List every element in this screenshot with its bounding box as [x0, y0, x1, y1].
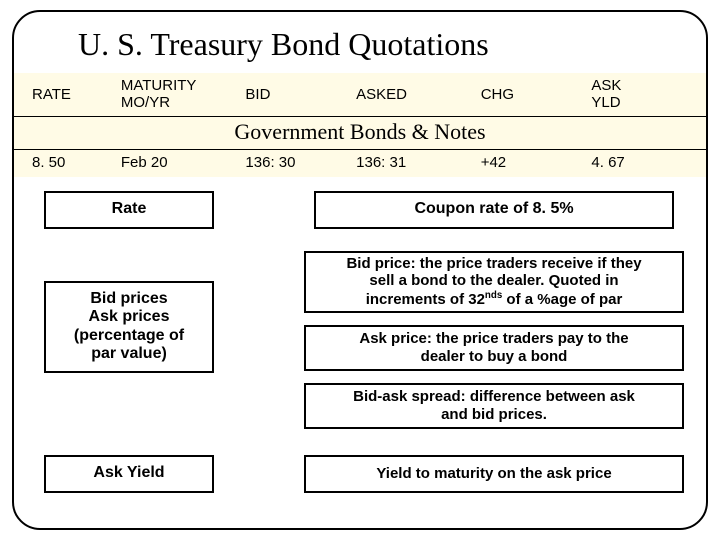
cell-asked: 136: 31	[346, 149, 471, 177]
cell-chg: +42	[471, 149, 582, 177]
yield-desc-box: Yield to maturity on the ask price	[304, 455, 684, 493]
rate-label-box: Rate	[44, 191, 214, 229]
bid-desc-box: Bid price: the price traders receive if …	[304, 251, 684, 313]
cell-yld: 4. 67	[581, 149, 706, 177]
cell-maturity: Feb 20	[111, 149, 236, 177]
cell-rate: 8. 50	[14, 149, 111, 177]
col-asked: ASKED	[346, 73, 471, 116]
callouts-area: Rate Coupon rate of 8. 5% Bid prices Ask…	[14, 177, 706, 527]
ask-l2b: dealer to buy a bond	[421, 348, 568, 365]
bid-l2: sell a bond to the dealer. Quoted in	[369, 272, 618, 289]
section-title: Government Bonds & Notes	[14, 116, 706, 149]
slide-frame: U. S. Treasury Bond Quotations RATE MATU…	[12, 10, 708, 530]
bid-l3: increments of 32nds of a %age of par	[366, 290, 623, 308]
col-maturity: MATURITY MO/YR	[111, 73, 236, 116]
spread-desc-box: Bid-ask spread: difference between ask a…	[304, 383, 684, 429]
prices-label-box: Bid prices Ask prices (percentage of par…	[44, 281, 214, 373]
ask-desc-box: Ask price: the price traders pay to the …	[304, 325, 684, 371]
rate-desc-box: Coupon rate of 8. 5%	[314, 191, 674, 229]
ask-l1b: Ask price: the price traders pay to the	[359, 330, 628, 347]
col-ask-yld: ASK YLD	[581, 73, 706, 116]
data-row: 8. 50 Feb 20 136: 30 136: 31 +42 4. 67	[14, 149, 706, 177]
bid-l3b: nds	[485, 290, 502, 301]
bid-l1: Bid price: the price traders receive if …	[346, 255, 641, 272]
maturity-l1: MATURITY	[121, 77, 197, 94]
maturity-l2: MO/YR	[121, 94, 170, 111]
cell-bid: 136: 30	[235, 149, 346, 177]
ask-l1: ASK	[591, 77, 621, 94]
ask-l2: YLD	[591, 94, 620, 111]
col-chg: CHG	[471, 73, 582, 116]
prices-l1: Bid prices	[90, 290, 167, 308]
section-row: Government Bonds & Notes	[14, 116, 706, 149]
prices-l3: (percentage of	[74, 327, 184, 345]
bid-l3a: increments of 32	[366, 291, 485, 308]
col-rate: RATE	[14, 73, 111, 116]
prices-l2: Ask prices	[89, 308, 170, 326]
slide-title: U. S. Treasury Bond Quotations	[78, 26, 706, 63]
table-header-row: RATE MATURITY MO/YR BID ASKED CHG ASK YL…	[14, 73, 706, 116]
bid-l3c: of a %age of par	[502, 291, 622, 308]
col-bid: BID	[235, 73, 346, 116]
spread-l2: and bid prices.	[441, 406, 547, 423]
yield-label-box: Ask Yield	[44, 455, 214, 493]
prices-l4: par value)	[91, 345, 167, 363]
quotations-table: RATE MATURITY MO/YR BID ASKED CHG ASK YL…	[14, 73, 706, 177]
spread-l1: Bid-ask spread: difference between ask	[353, 388, 635, 405]
